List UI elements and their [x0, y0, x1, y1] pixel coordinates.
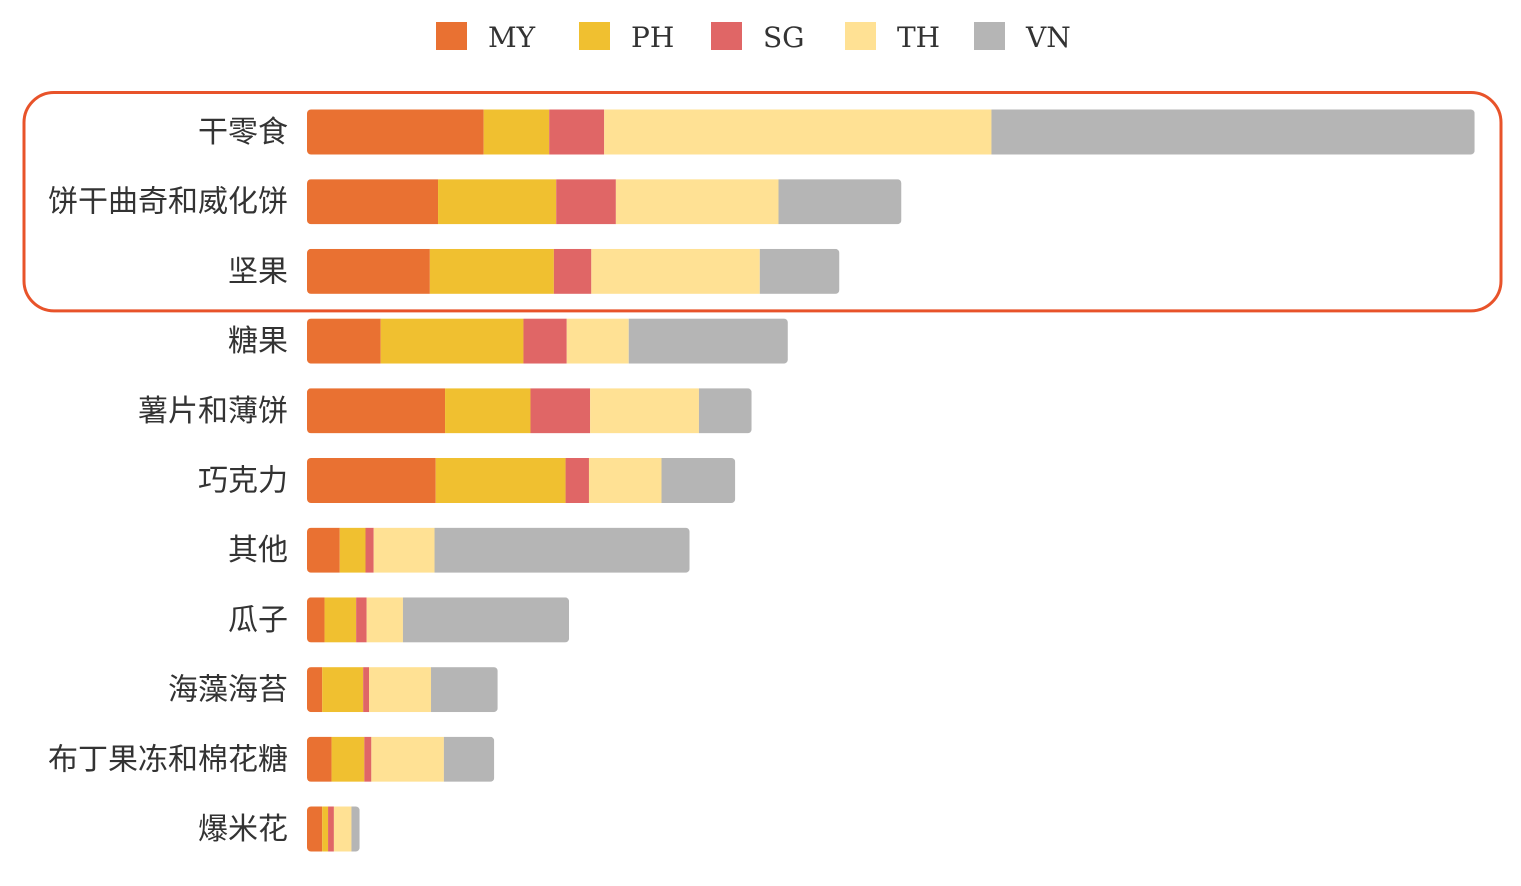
bar-segment-my — [307, 248, 430, 294]
bar-segment-sg — [553, 248, 592, 294]
bar-segment-ph — [445, 388, 531, 434]
bar-segment-ph — [435, 458, 566, 503]
legend-label-th: TH — [897, 21, 940, 54]
bar-segment-my — [307, 736, 332, 782]
bar-segment-sg — [363, 667, 370, 713]
bar-segment-ph — [322, 806, 329, 852]
category-label: 饼干曲奇和威化饼 — [48, 185, 288, 220]
category-labels: 干零食饼干曲奇和威化饼坚果糖果薯片和薄饼巧克力其他瓜子海藻海苔布丁果冻和棉花糖爆… — [48, 115, 288, 847]
bar-segment-sg — [328, 806, 334, 852]
bar-segment-my — [307, 109, 484, 155]
bar-row-5 — [307, 458, 736, 503]
bar-segment-vn — [628, 318, 788, 364]
bar-row-1 — [307, 179, 902, 225]
legend-swatch-my — [436, 22, 467, 50]
bar-segment-ph — [429, 248, 554, 294]
bar-segment-th — [566, 318, 629, 364]
legend-item-vn: VN — [974, 21, 1071, 54]
bar-segment-th — [588, 458, 662, 503]
bar-segment-my — [307, 318, 381, 364]
legend: MY PH SG TH VN — [436, 21, 1071, 54]
bar-segment-sg — [530, 388, 591, 434]
bar-segment-my — [307, 806, 323, 852]
bar-segment-sg — [365, 527, 374, 573]
bar-segment-ph — [331, 736, 365, 782]
legend-label-ph: PH — [631, 21, 674, 54]
highlight-box — [22, 91, 1503, 313]
bar-segment-th — [604, 109, 992, 155]
bar-segment-th — [371, 736, 444, 782]
bar-segment-ph — [380, 318, 524, 364]
bar-segment-th — [333, 806, 352, 852]
bars-area — [307, 109, 1475, 852]
bar-row-0 — [307, 109, 1475, 155]
bar-segment-vn — [434, 527, 690, 573]
bar-segment-vn — [778, 179, 902, 225]
bar-row-10 — [307, 806, 360, 852]
bar-row-9 — [307, 736, 495, 782]
legend-item-th: TH — [845, 21, 940, 54]
bar-row-4 — [307, 388, 752, 434]
category-label: 海藻海苔 — [168, 673, 288, 708]
bar-row-2 — [307, 248, 840, 294]
bar-segment-vn — [698, 388, 752, 434]
bar-segment-my — [307, 597, 325, 643]
bar-segment-vn — [991, 109, 1475, 155]
bar-segment-my — [307, 527, 340, 573]
bar-segment-ph — [438, 179, 557, 225]
bar-segment-vn — [443, 736, 495, 782]
bar-segment-sg — [549, 109, 605, 155]
bar-segment-ph — [483, 109, 550, 155]
bar-segment-sg — [556, 179, 616, 225]
legend-label-vn: VN — [1025, 21, 1071, 54]
bar-segment-th — [373, 527, 435, 573]
legend-swatch-sg — [711, 22, 742, 50]
bar-segment-my — [307, 667, 323, 713]
legend-item-my: MY — [436, 21, 536, 54]
legend-swatch-ph — [579, 22, 610, 50]
bar-segment-vn — [351, 806, 360, 852]
bar-segment-th — [369, 667, 432, 713]
highlight-layer — [22, 91, 1503, 313]
bar-segment-sg — [565, 458, 589, 503]
bar-segment-ph — [322, 667, 364, 713]
bar-segment-vn — [759, 248, 840, 294]
legend-item-ph: PH — [579, 21, 674, 54]
bar-segment-sg — [364, 736, 372, 782]
bar-row-3 — [307, 318, 788, 364]
legend-item-sg: SG — [711, 21, 805, 54]
bar-segment-my — [307, 179, 439, 225]
bar-segment-th — [591, 248, 760, 294]
bar-row-6 — [307, 527, 690, 573]
legend-label-sg: SG — [763, 21, 805, 54]
bar-segment-th — [366, 597, 403, 643]
bar-row-7 — [307, 597, 570, 643]
legend-label-my: MY — [488, 21, 536, 54]
bar-segment-my — [307, 458, 436, 503]
legend-swatch-vn — [974, 22, 1005, 50]
bar-segment-th — [590, 388, 699, 434]
bar-segment-ph — [324, 597, 357, 643]
category-label: 爆米花 — [198, 812, 288, 847]
bar-row-8 — [307, 667, 498, 713]
category-label: 瓜子 — [228, 603, 288, 638]
legend-swatch-th — [845, 22, 876, 50]
bar-segment-vn — [661, 458, 736, 503]
category-label: 其他 — [228, 533, 288, 568]
category-label: 干零食 — [198, 115, 288, 150]
category-label: 薯片和薄饼 — [138, 394, 288, 429]
bar-segment-sg — [356, 597, 367, 643]
category-label: 坚果 — [228, 254, 288, 289]
bar-segment-my — [307, 388, 446, 434]
category-label: 巧克力 — [198, 464, 288, 499]
bar-segment-vn — [431, 667, 498, 713]
bar-segment-sg — [523, 318, 567, 364]
category-label: 布丁果冻和棉花糖 — [48, 742, 288, 777]
bar-segment-th — [615, 179, 779, 225]
bar-segment-ph — [339, 527, 366, 573]
bar-segment-vn — [402, 597, 570, 643]
category-label: 糖果 — [228, 324, 288, 359]
